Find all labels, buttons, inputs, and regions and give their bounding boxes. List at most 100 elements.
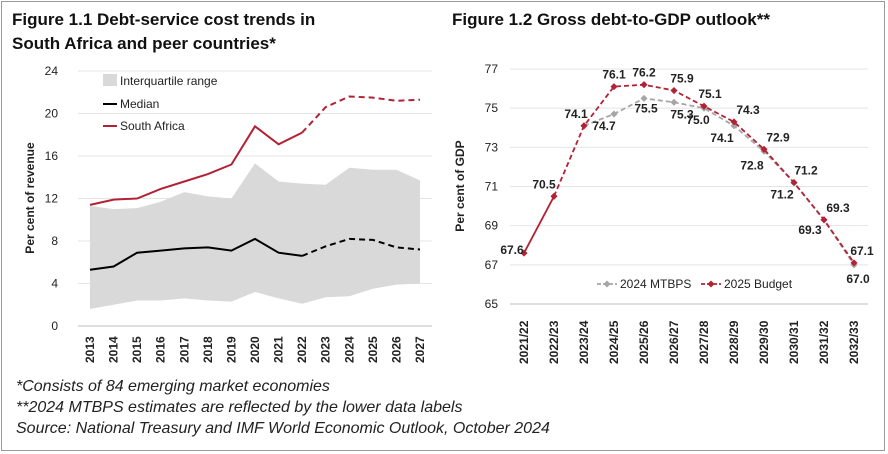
y-tick-label: 73	[485, 140, 499, 154]
data-label-mtbps: 74.7	[592, 119, 616, 133]
data-label-budget: 76.1	[602, 68, 626, 82]
y-tick-label: 69	[485, 219, 499, 233]
data-label-budget: 67.1	[850, 244, 874, 258]
x-tick-label: 2026/27	[667, 320, 681, 364]
x-tick-label: 2020	[248, 336, 262, 363]
legend-label-series: South Africa	[120, 119, 185, 133]
y-tick-label: 75	[485, 101, 499, 115]
data-label-mtbps: 75.0	[686, 113, 710, 127]
x-tick-label: 2027	[413, 336, 427, 363]
y-tick-label: 0	[51, 319, 58, 333]
y-axis-label: Per cent of revenue	[23, 142, 37, 254]
x-tick-label: 2016	[154, 336, 168, 363]
2025-budget-marker	[790, 179, 798, 187]
2025-budget-marker	[670, 87, 678, 95]
x-tick-label: 2029/30	[757, 320, 771, 364]
data-label-budget: 71.2	[794, 164, 818, 178]
2024-mtbps-line	[583, 97, 855, 266]
source-note: Source: National Treasury and IMF World …	[16, 420, 550, 437]
2025-budget-marker	[520, 249, 528, 257]
data-label-budget: 69.3	[826, 201, 850, 215]
data-label-budget: 70.5	[532, 177, 556, 191]
x-tick-label: 2025/26	[637, 320, 651, 364]
y-tick-label: 4	[51, 277, 58, 291]
x-tick-label: 2015	[130, 336, 144, 363]
footnote-mtbps-labels: **2024 MTBPS estimates are reflected by …	[16, 399, 463, 416]
2025-budget-marker	[850, 259, 858, 267]
data-label-budget: 76.2	[632, 66, 656, 80]
legend-label-series: 2024 MTBPS	[620, 277, 691, 291]
x-tick-label: 2024	[342, 336, 356, 363]
legend-marker-series	[707, 280, 715, 288]
data-label-budget: 74.1	[564, 107, 588, 121]
legend-label-series: 2025 Budget	[724, 277, 793, 291]
2025-budget-line-actual	[523, 195, 555, 254]
x-tick-label: 2021/22	[517, 320, 531, 364]
y-axis-label: Per cent of GDP	[453, 140, 467, 231]
x-tick-label: 2022/23	[547, 320, 561, 364]
x-tick-label: 2032/33	[847, 320, 861, 364]
data-label-budget: 72.9	[766, 130, 790, 144]
figure1-title-line2: South Africa and peer countries*	[12, 34, 276, 53]
data-label-budget: 75.9	[670, 72, 694, 86]
2025-budget-marker	[760, 145, 768, 153]
2024-mtbps-marker	[640, 94, 648, 102]
2024-mtbps-marker	[670, 98, 678, 106]
x-tick-label: 2023	[319, 336, 333, 363]
x-tick-label: 2019	[224, 336, 238, 363]
x-tick-label: 2023/24	[577, 320, 591, 364]
y-tick-label: 24	[45, 64, 59, 78]
y-tick-label: 77	[485, 62, 499, 76]
south-africa-line-projection	[301, 95, 421, 134]
data-label-mtbps: 72.8	[740, 158, 764, 172]
x-tick-label: 2014	[107, 336, 121, 363]
legend-marker-series	[603, 280, 611, 288]
y-tick-label: 16	[45, 149, 59, 163]
data-label-mtbps: 69.3	[798, 223, 822, 237]
median-line-actual	[89, 237, 303, 271]
data-label-mtbps: 71.2	[770, 188, 794, 202]
x-tick-label: 2018	[201, 336, 215, 363]
x-tick-label: 2027/28	[697, 320, 711, 364]
x-tick-label: 2031/32	[817, 320, 831, 364]
interquartile-band	[90, 163, 420, 309]
legend-label-band: Interquartile range	[120, 74, 218, 88]
data-label-budget: 67.6	[500, 243, 524, 257]
2025-budget-marker	[550, 192, 558, 200]
2024-mtbps-marker	[610, 110, 618, 118]
x-tick-label: 2022	[295, 336, 309, 363]
x-tick-label: 2021	[272, 336, 286, 363]
x-tick-label: 2030/31	[787, 320, 801, 364]
y-tick-label: 20	[45, 107, 59, 121]
x-tick-label: 2028/29	[727, 320, 741, 364]
2025-budget-marker	[580, 122, 588, 130]
median-line-projection	[301, 237, 421, 257]
2025-budget-marker	[610, 83, 618, 91]
y-tick-label: 8	[51, 234, 58, 248]
south-africa-line-actual	[89, 124, 303, 206]
y-tick-label: 65	[485, 297, 499, 311]
2025-budget-marker	[820, 216, 828, 224]
x-tick-label: 2025	[366, 336, 380, 363]
y-tick-label: 67	[485, 258, 499, 272]
2025-budget-marker	[700, 102, 708, 110]
x-tick-label: 2026	[389, 336, 403, 363]
figure2-title: Figure 1.2 Gross debt-to-GDP outlook**	[452, 10, 770, 29]
data-label-budget: 74.3	[736, 103, 760, 117]
footnotes: *Consists of 84 emerging market economie…	[16, 376, 550, 439]
data-label-mtbps: 74.1	[710, 131, 734, 145]
figure1-title: Figure 1.1 Debt-service cost trends in S…	[12, 8, 402, 56]
data-label-budget: 75.1	[698, 87, 722, 101]
2025-budget-marker	[640, 81, 648, 89]
y-tick-label: 71	[485, 180, 499, 194]
x-tick-label: 2017	[177, 336, 191, 363]
y-tick-label: 12	[45, 192, 59, 206]
x-tick-label: 2024/25	[607, 320, 621, 364]
2025-budget-marker	[730, 118, 738, 126]
x-tick-label: 2013	[83, 336, 97, 363]
legend-label-series: Median	[120, 97, 159, 111]
figure1-title-line1: Figure 1.1 Debt-service cost trends in	[12, 10, 316, 29]
